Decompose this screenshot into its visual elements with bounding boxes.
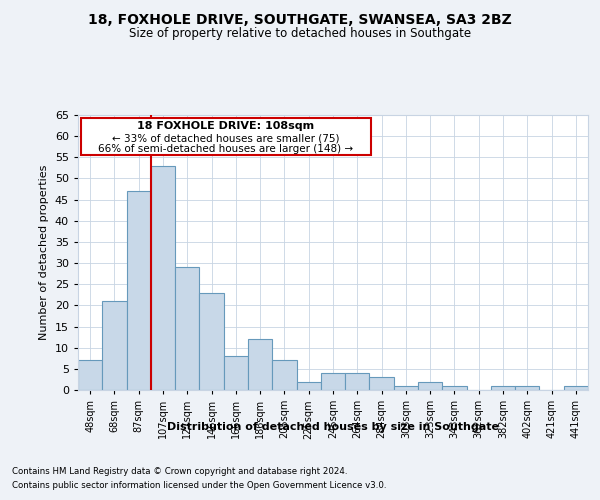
Bar [564, 386, 588, 390]
Text: Contains public sector information licensed under the Open Government Licence v3: Contains public sector information licen… [12, 481, 386, 490]
Bar [78, 360, 102, 390]
Bar [272, 360, 296, 390]
Bar [224, 356, 248, 390]
Bar [321, 373, 345, 390]
Bar [151, 166, 175, 390]
Text: Contains HM Land Registry data © Crown copyright and database right 2024.: Contains HM Land Registry data © Crown c… [12, 468, 347, 476]
Bar [442, 386, 467, 390]
Bar [102, 301, 127, 390]
Bar [491, 386, 515, 390]
Bar [515, 386, 539, 390]
Text: Distribution of detached houses by size in Southgate: Distribution of detached houses by size … [167, 422, 499, 432]
Bar [248, 339, 272, 390]
Y-axis label: Number of detached properties: Number of detached properties [39, 165, 49, 340]
Text: ← 33% of detached houses are smaller (75): ← 33% of detached houses are smaller (75… [112, 133, 340, 143]
Bar [127, 191, 151, 390]
Bar [418, 382, 442, 390]
Bar [296, 382, 321, 390]
FancyBboxPatch shape [80, 118, 371, 155]
Text: Size of property relative to detached houses in Southgate: Size of property relative to detached ho… [129, 28, 471, 40]
Text: 18, FOXHOLE DRIVE, SOUTHGATE, SWANSEA, SA3 2BZ: 18, FOXHOLE DRIVE, SOUTHGATE, SWANSEA, S… [88, 12, 512, 26]
Bar [175, 268, 199, 390]
Bar [394, 386, 418, 390]
Text: 66% of semi-detached houses are larger (148) →: 66% of semi-detached houses are larger (… [98, 144, 353, 154]
Bar [199, 292, 224, 390]
Text: 18 FOXHOLE DRIVE: 108sqm: 18 FOXHOLE DRIVE: 108sqm [137, 121, 314, 131]
Bar [370, 378, 394, 390]
Bar [345, 373, 370, 390]
